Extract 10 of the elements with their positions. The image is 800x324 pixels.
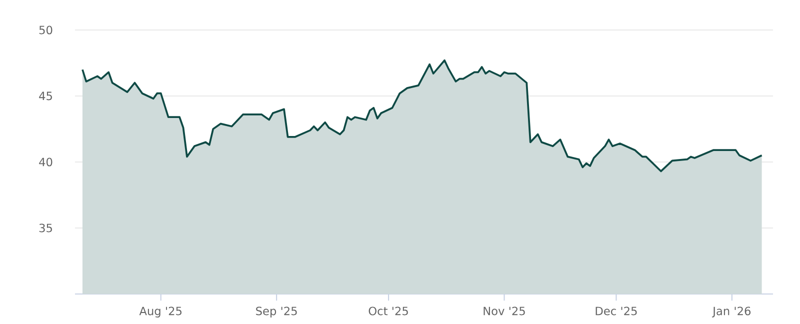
x-tick-label: Nov '25: [484, 306, 525, 316]
x-tick-label: Sep '25: [256, 306, 297, 318]
y-tick-label: 35: [39, 224, 52, 232]
x-tick-label: Dec '25: [596, 306, 637, 316]
y-tick-label: 45: [39, 92, 52, 100]
y-tick-label: 50: [39, 26, 52, 34]
y-tick-label: 40: [39, 158, 52, 166]
x-tick-label: Aug '25: [139, 306, 182, 318]
x-tick-label: Jan '26: [712, 306, 751, 318]
x-tick-label: Oct '25: [368, 306, 408, 316]
